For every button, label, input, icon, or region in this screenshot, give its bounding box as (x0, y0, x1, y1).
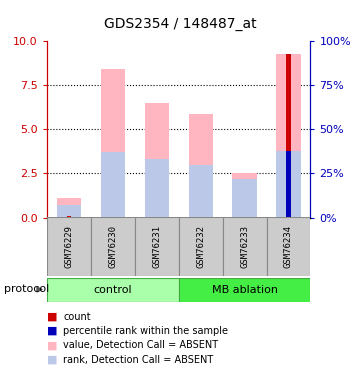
Bar (57, 205, 81, 218)
Text: value, Detection Call = ABSENT: value, Detection Call = ABSENT (63, 340, 218, 350)
Text: GSM76230: GSM76230 (108, 225, 117, 268)
Bar (101, 69, 125, 218)
Bar (47, 278, 179, 302)
Text: percentile rank within the sample: percentile rank within the sample (63, 326, 228, 336)
Text: protocol: protocol (4, 285, 49, 294)
Text: ■: ■ (47, 355, 57, 364)
Bar (145, 103, 169, 218)
Text: GDS2354 / 148487_at: GDS2354 / 148487_at (104, 17, 257, 32)
Bar (57, 198, 81, 217)
Text: GSM76233: GSM76233 (240, 225, 249, 268)
Bar (286, 150, 291, 217)
Bar (67, 216, 71, 217)
Bar (232, 173, 257, 217)
Bar (91, 217, 135, 276)
Bar (47, 217, 91, 276)
Text: rank, Detection Call = ABSENT: rank, Detection Call = ABSENT (63, 355, 213, 364)
Text: GSM76234: GSM76234 (284, 225, 293, 268)
Bar (145, 159, 169, 218)
Text: control: control (93, 285, 132, 295)
Bar (223, 217, 266, 276)
Bar (277, 150, 301, 217)
Text: GSM76232: GSM76232 (196, 225, 205, 268)
Text: ■: ■ (47, 312, 57, 322)
Bar (286, 54, 291, 217)
Text: ■: ■ (47, 340, 57, 350)
Bar (266, 217, 310, 276)
Bar (188, 165, 213, 218)
Text: MB ablation: MB ablation (212, 285, 278, 295)
Bar (232, 179, 257, 218)
Text: GSM76231: GSM76231 (152, 225, 161, 268)
Text: count: count (63, 312, 91, 322)
Text: ■: ■ (47, 326, 57, 336)
Text: GSM76229: GSM76229 (64, 225, 73, 268)
Bar (277, 54, 301, 217)
Bar (188, 114, 213, 218)
Bar (179, 278, 310, 302)
Bar (179, 217, 223, 276)
Bar (101, 152, 125, 217)
Bar (135, 217, 179, 276)
